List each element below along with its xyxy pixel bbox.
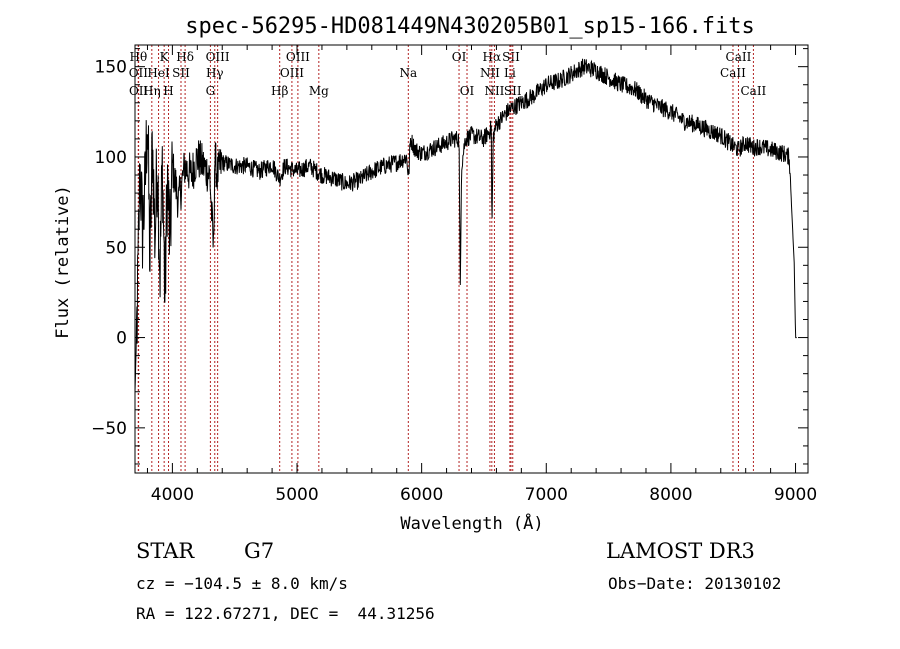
line-marker-label: OIII [286, 50, 310, 64]
y-tick-label: 50 [105, 238, 127, 258]
line-marker-label: CaII [726, 50, 752, 64]
line-marker-label: OIII [206, 50, 230, 64]
plot-frame [134, 44, 809, 474]
x-tick-label: 9000 [774, 485, 817, 505]
spectrum-line [134, 58, 797, 392]
observation-date: Obs−Date: 20130102 [608, 574, 782, 593]
line-marker-label: Na [399, 66, 417, 80]
object-subclass: G7 [244, 539, 275, 563]
line-marker-label: SII [504, 84, 522, 98]
line-marker-label: Li [504, 66, 516, 80]
line-marker-label: H [163, 84, 173, 98]
line-marker-label: OII [129, 84, 149, 98]
line-marker-label: Hδ [176, 50, 194, 64]
line-marker-label: Hη [143, 84, 161, 98]
spectrum-series [134, 58, 797, 392]
chart-title: spec-56295-HD081449N430205B01_sp15-166.f… [185, 14, 755, 39]
line-marker-label: SII [172, 66, 190, 80]
redshift-velocity: cz = −104.5 ± 8.0 km/s [136, 574, 348, 593]
line-marker-label: Hβ [271, 84, 288, 98]
line-marker-label: NII [480, 66, 500, 80]
x-tick-label: 8000 [649, 485, 692, 505]
line-marker-label: OI [460, 84, 475, 98]
line-marker-label: G [206, 84, 216, 98]
line-marker-label: K [160, 50, 170, 64]
line-marker-label: Hα [483, 50, 502, 64]
y-tick-label: 0 [116, 329, 127, 349]
y-tick-label: 150 [95, 58, 127, 78]
line-marker-label: OI [452, 50, 467, 64]
y-tick-label: −50 [91, 419, 127, 439]
line-marker-label: CaII [740, 84, 766, 98]
x-tick-label: 4000 [151, 485, 194, 505]
survey-name: LAMOST DR3 [606, 539, 755, 563]
y-axis-label: Flux (relative) [53, 185, 73, 339]
line-marker-label: Hγ [206, 66, 224, 80]
line-marker-label: HeI [147, 66, 170, 80]
y-axis-ticks: −50 0 50 100 150 [91, 48, 808, 465]
x-tick-label: 5000 [275, 485, 318, 505]
x-axis-label: Wavelength (Å) [400, 512, 543, 534]
object-class: STAR [136, 539, 195, 563]
line-marker-label: CaII [720, 66, 746, 80]
coordinates: RA = 122.67271, DEC = 44.31256 [136, 604, 435, 623]
line-marker-label: SII [502, 50, 520, 64]
x-tick-label: 6000 [400, 485, 443, 505]
line-marker-label: OIII [280, 66, 304, 80]
y-tick-label: 100 [95, 148, 127, 168]
line-marker-label: NII [484, 84, 504, 98]
line-marker-label: Mg [309, 84, 329, 98]
x-tick-label: 7000 [525, 485, 568, 505]
x-axis-ticks: 4000 5000 6000 7000 8000 9000 [146, 45, 817, 505]
